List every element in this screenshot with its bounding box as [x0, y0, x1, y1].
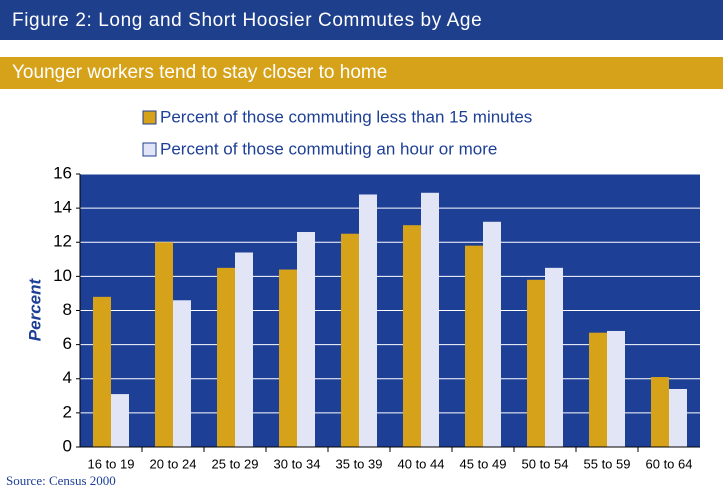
x-tick-label: 45 to 49: [460, 456, 507, 471]
bar: [173, 300, 191, 447]
legend-label: Percent of those commuting less than 15 …: [160, 107, 532, 126]
x-tick-label: 50 to 54: [522, 456, 569, 471]
bar: [545, 267, 563, 447]
y-axis-label: Percent: [25, 277, 44, 341]
source: Source: Census 2000: [6, 473, 116, 488]
x-tick-label: 60 to 64: [646, 456, 693, 471]
y-tick-label: 8: [63, 300, 72, 319]
x-tick-label: 55 to 59: [584, 456, 631, 471]
x-tick-label: 16 to 19: [88, 456, 135, 471]
bar: [589, 332, 607, 447]
legend-swatch: [142, 110, 157, 125]
bar: [111, 394, 129, 447]
bar: [297, 232, 315, 447]
bar: [421, 192, 439, 447]
bar: [669, 388, 687, 447]
bar: [279, 269, 297, 447]
y-tick-label: 4: [63, 368, 72, 387]
bar: [341, 233, 359, 447]
y-tick-label: 10: [53, 266, 72, 285]
bar: [527, 279, 545, 447]
y-tick-label: 2: [63, 402, 72, 421]
y-tick-label: 6: [63, 334, 72, 353]
y-tick-label: 14: [53, 198, 72, 217]
y-tick-label: 0: [63, 436, 72, 455]
x-tick-label: 35 to 39: [336, 456, 383, 471]
bar: [465, 245, 483, 447]
bar: [403, 225, 421, 447]
y-tick-label: 16: [53, 163, 72, 182]
bar: [483, 221, 501, 447]
chart-subtitle: Younger workers tend to stay closer to h…: [12, 62, 387, 83]
legend-swatch: [142, 142, 157, 157]
subtitle-bar: [0, 57, 723, 89]
bar: [217, 267, 235, 447]
chart-title: Figure 2: Long and Short Hoosier Commute…: [12, 10, 482, 31]
x-tick-label: 25 to 29: [212, 456, 259, 471]
bar: [93, 296, 111, 447]
x-tick-label: 40 to 44: [398, 456, 445, 471]
bar: [607, 330, 625, 447]
legend-label: Percent of those commuting an hour or mo…: [160, 139, 497, 158]
y-tick-label: 12: [53, 232, 72, 251]
title-bar: [0, 0, 723, 40]
bar: [359, 194, 377, 447]
x-tick-label: 30 to 34: [274, 456, 321, 471]
x-tick-label: 20 to 24: [150, 456, 197, 471]
bar: [235, 252, 253, 447]
bar: [155, 242, 173, 447]
bar: [651, 377, 669, 447]
